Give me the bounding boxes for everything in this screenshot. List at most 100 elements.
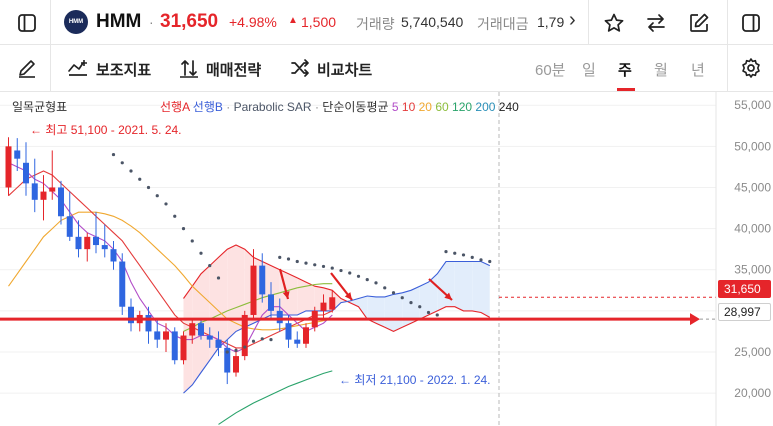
stock-name[interactable]: HMM <box>96 11 142 32</box>
settings-icon[interactable] <box>738 55 764 81</box>
sidebar-toggle-icon[interactable] <box>14 10 40 36</box>
candle-body <box>119 261 126 307</box>
price-line-arrowhead <box>690 313 700 326</box>
legend-span-b[interactable]: 선행B <box>192 100 223 114</box>
sar-dot <box>190 239 194 243</box>
candle-body <box>294 339 301 344</box>
ma10-line <box>8 170 333 349</box>
ichimoku-cloud-segment <box>393 292 403 332</box>
legend-ma-240[interactable]: 240 <box>498 100 519 114</box>
ichimoku-cloud-segment <box>288 273 298 315</box>
legend-sar[interactable]: Parabolic SAR <box>233 100 312 114</box>
sar-dot <box>479 258 483 262</box>
star-icon[interactable] <box>601 10 627 36</box>
candle-body <box>58 187 64 217</box>
legend-ma-120[interactable]: 120 <box>452 100 473 114</box>
ichimoku-cloud-segment <box>411 286 420 324</box>
current-price-tag-text: 31,650 <box>724 282 761 296</box>
edit-icon[interactable] <box>686 10 712 36</box>
period-year[interactable]: 년 <box>691 62 705 79</box>
candle-body <box>241 314 248 357</box>
ichimoku-cloud-segment <box>218 249 228 348</box>
sar-dot <box>243 345 247 349</box>
sar-dot <box>138 177 142 181</box>
divider <box>588 0 589 44</box>
legend-ma-10[interactable]: 10 <box>401 100 416 114</box>
sar-dot <box>321 264 326 269</box>
ichimoku-cloud-segment <box>437 261 446 311</box>
sar-dot <box>391 291 396 295</box>
change-arrow: ▲ <box>288 15 298 26</box>
legend-ma-5[interactable]: 5 <box>391 100 399 114</box>
candle-body <box>259 265 266 295</box>
ichimoku-cloud-segment <box>367 296 376 324</box>
ichimoku-cloud-segment <box>236 245 245 332</box>
ma5-line <box>8 162 333 353</box>
period-week[interactable]: 주 <box>618 62 632 79</box>
legend-ma-20[interactable]: 20 <box>418 100 432 114</box>
sar-dot <box>199 251 203 255</box>
candle-body <box>93 236 99 246</box>
sar-dot <box>304 261 308 265</box>
line-price-tag-text: 28,997 <box>724 305 761 319</box>
strategy-button[interactable]: 매매전략 <box>178 55 272 81</box>
panel-right-icon[interactable] <box>738 10 764 36</box>
candle-body <box>40 191 47 200</box>
candle-body <box>101 245 108 250</box>
sar-dot <box>356 274 361 278</box>
ichimoku-cloud-segment <box>481 261 490 318</box>
divider <box>727 0 728 44</box>
candle-body <box>49 187 56 192</box>
y-tick-label: 50,000 <box>734 139 771 153</box>
sar-dot <box>155 194 159 198</box>
separator: · <box>149 14 154 30</box>
period-month[interactable]: 월 <box>654 62 668 79</box>
sar-dot <box>181 227 186 231</box>
candle-body <box>66 216 73 237</box>
sar-dot <box>146 185 151 190</box>
candle-body <box>224 347 231 373</box>
sar-dot <box>129 169 133 173</box>
ichimoku-cloud-segment <box>306 282 315 311</box>
candle-body <box>233 356 239 373</box>
sar-dot <box>418 305 422 309</box>
candle-body <box>285 323 292 340</box>
ichimoku-cloud-segment <box>227 245 236 340</box>
low-annotation: ← 최저 21,100 - 2022. 1. 24. <box>339 373 491 387</box>
candle-body <box>303 327 309 344</box>
legend-ma[interactable]: 단순이동평균 <box>322 100 389 114</box>
candle-body <box>250 265 257 315</box>
strategy-label: 매매전략 <box>206 62 262 79</box>
pencil-draw-icon[interactable] <box>14 55 40 81</box>
swap-arrows-icon[interactable] <box>643 10 669 36</box>
compare-button[interactable]: 비교차트 <box>289 55 383 81</box>
sar-dot <box>374 281 378 285</box>
ichimoku-cloud-segment <box>279 269 289 315</box>
legend-ma-60[interactable]: 60 <box>435 100 449 114</box>
period-60min[interactable]: 60분 <box>535 62 566 79</box>
sar-dot <box>365 277 369 282</box>
sar-dot <box>461 253 466 257</box>
legend-ma-200[interactable]: 200 <box>475 100 496 114</box>
y-tick-label: 25,000 <box>734 345 771 359</box>
chart-legend-right: 선행A 선행B · Parabolic SAR · 단순이동평균 5 10 20… <box>160 98 519 114</box>
chart-area[interactable]: 55,00050,00045,00040,00035,00030,00025,0… <box>0 92 773 426</box>
sar-dot <box>225 350 229 354</box>
sar-dot <box>339 268 343 273</box>
stock-logo-text: HMM <box>68 19 84 25</box>
divider <box>50 0 51 44</box>
period-day[interactable]: 일 <box>582 62 596 79</box>
sar-dot <box>173 214 177 218</box>
strategy-arrows-icon <box>178 57 200 79</box>
legend-span-a[interactable]: 선행A <box>160 100 190 114</box>
more-info-chevron[interactable]: › <box>569 9 576 31</box>
divider <box>50 45 51 91</box>
sar-dot <box>488 259 492 264</box>
legend-ichimoku[interactable]: 일목균형표 <box>12 100 68 114</box>
sar-dot <box>348 271 352 275</box>
divider <box>727 45 728 91</box>
y-tick-label: 55,000 <box>734 98 771 112</box>
indicator-button[interactable]: 보조지표 <box>66 55 160 81</box>
y-tick-label: 40,000 <box>734 222 771 236</box>
candle-body <box>215 339 222 348</box>
